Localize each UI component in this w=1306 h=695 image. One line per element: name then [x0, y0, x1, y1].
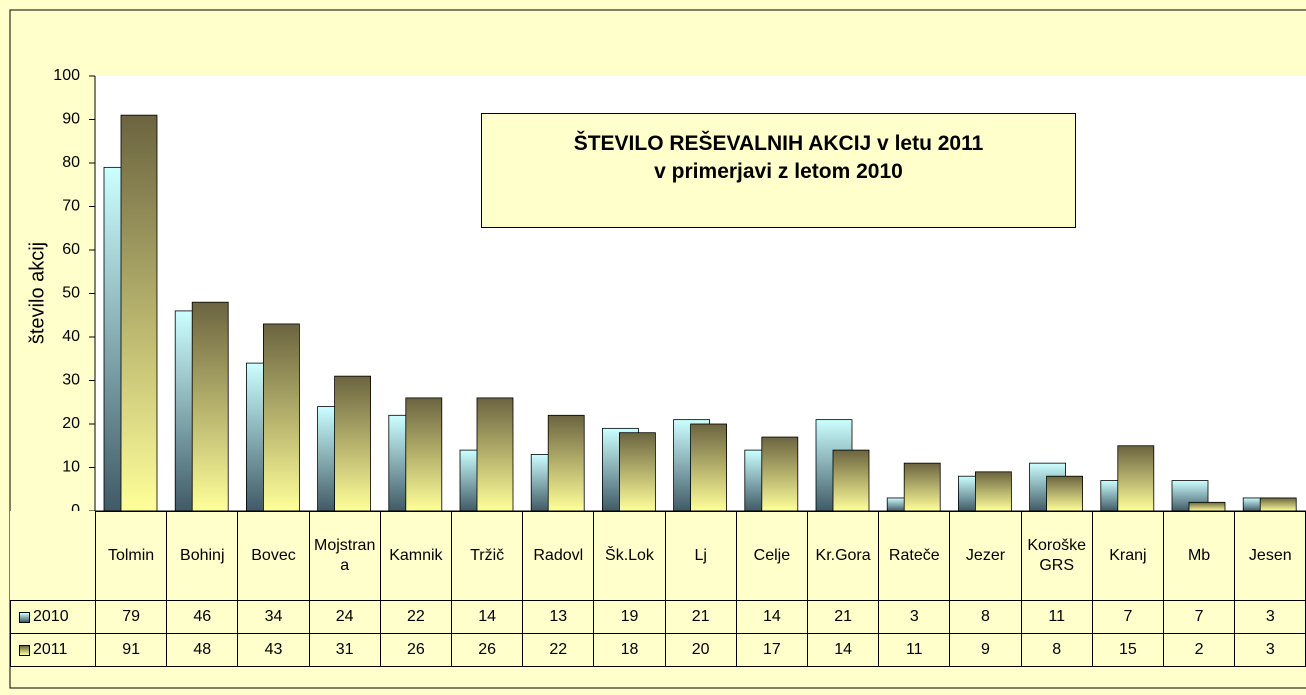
table-value: 46: [166, 600, 239, 634]
x-tick-label: Lj: [664, 511, 737, 601]
y-tick-label: 60: [62, 241, 80, 258]
chart-border: [9, 9, 1306, 689]
legend-label: 2010: [33, 608, 69, 625]
bar: [1046, 475, 1083, 512]
legend-entry: 2010: [10, 600, 96, 634]
table-value: 18: [593, 633, 666, 667]
y-tick-label: 30: [62, 372, 80, 389]
y-tick-label: 90: [62, 111, 80, 128]
table-value: 3: [1234, 600, 1306, 634]
bar: [120, 114, 158, 512]
x-tick-label: Tržič: [451, 511, 524, 601]
bar: [619, 432, 656, 512]
x-tick-label: Šk.Lok: [593, 511, 666, 601]
table-value: 22: [522, 633, 595, 667]
x-tick-label: Kranj: [1091, 511, 1164, 601]
table-value: 2: [1163, 633, 1236, 667]
legend-swatch: [19, 611, 30, 623]
bar: [1117, 445, 1155, 512]
table-value: 43: [237, 633, 310, 667]
title-line: v primerjavi z letom 2010: [654, 160, 903, 183]
table-value: 13: [522, 600, 595, 634]
table-value: 21: [807, 600, 880, 634]
table-value: 7: [1091, 600, 1164, 634]
table-value: 21: [664, 600, 737, 634]
x-tick-label: Celje: [735, 511, 808, 601]
bar: [476, 397, 514, 512]
table-value: 26: [379, 633, 452, 667]
table-value: 19: [593, 600, 666, 634]
legend-swatch: [19, 644, 30, 656]
table-value: 22: [379, 600, 452, 634]
table-value: 24: [308, 600, 381, 634]
x-tick-label: Radovl: [522, 511, 595, 601]
x-tick-label: Bohinj: [166, 511, 239, 601]
bar: [334, 375, 372, 512]
table-value: 17: [735, 633, 808, 667]
bar: [1259, 497, 1297, 512]
x-tick-label: Mojstrana: [308, 511, 381, 601]
x-tick-label: Jezer: [949, 511, 1022, 601]
table-value: 9: [949, 633, 1022, 667]
table-value: 14: [807, 633, 880, 667]
bar: [832, 449, 870, 512]
table-value: 14: [451, 600, 524, 634]
title-box: ŠTEVILO REŠEVALNIH AKCIJ v letu 2011 v p…: [481, 113, 1076, 228]
title-line: ŠTEVILO REŠEVALNIH AKCIJ v letu 2011: [573, 132, 984, 155]
y-tick-label: 0: [71, 502, 80, 519]
y-tick-label: 70: [62, 198, 80, 215]
y-tick-label: 20: [62, 415, 80, 432]
y-tick-label: 40: [62, 328, 80, 345]
table-value: 15: [1091, 633, 1164, 667]
table-value: 26: [451, 633, 524, 667]
bar: [405, 397, 443, 512]
x-tick-label: Jesen: [1234, 511, 1306, 601]
x-tick-label: Koroške GRS: [1020, 511, 1093, 601]
table-value: 34: [237, 600, 310, 634]
table-value: 48: [166, 633, 239, 667]
table-corner: [10, 511, 96, 601]
x-tick-label: Kr.Gora: [807, 511, 880, 601]
x-tick-label: Rateče: [878, 511, 951, 601]
bar: [547, 414, 585, 512]
table-value: 79: [95, 600, 168, 634]
y-axis-label: število akcij: [26, 242, 48, 344]
bar: [262, 323, 300, 512]
table-value: 8: [1020, 633, 1093, 667]
x-tick-label: Mb: [1163, 511, 1236, 601]
y-tick-label: 10: [62, 459, 80, 476]
legend-entry: 2011: [10, 633, 96, 667]
x-tick-label: Bovec: [237, 511, 310, 601]
y-tick-label: 80: [62, 154, 80, 171]
y-tick-label: 50: [62, 285, 80, 302]
bar: [975, 471, 1012, 512]
table-value: 11: [1020, 600, 1093, 634]
table-value: 91: [95, 633, 168, 667]
bar: [1188, 501, 1226, 512]
y-tick-label: 100: [53, 67, 80, 84]
bar: [903, 462, 941, 512]
table-value: 14: [735, 600, 808, 634]
table-value: 31: [308, 633, 381, 667]
table-value: 8: [949, 600, 1022, 634]
table-value: 7: [1163, 600, 1236, 634]
table-value: 3: [878, 600, 951, 634]
x-tick-label: Kamnik: [379, 511, 452, 601]
table-value: 11: [878, 633, 951, 667]
bar: [191, 301, 229, 512]
bar: [690, 423, 727, 512]
bar: [761, 436, 799, 512]
table-value: 3: [1234, 633, 1306, 667]
table-value: 20: [664, 633, 737, 667]
x-tick-label: Tolmin: [95, 511, 168, 601]
legend-label: 2011: [33, 641, 68, 658]
